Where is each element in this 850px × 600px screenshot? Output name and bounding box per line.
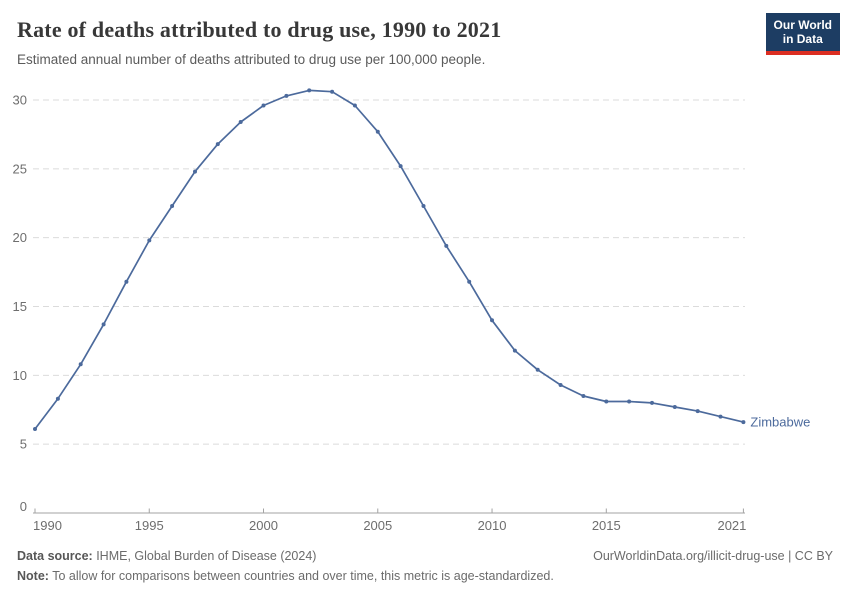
data-point bbox=[124, 279, 129, 284]
data-point bbox=[238, 120, 243, 124]
data-point bbox=[535, 367, 540, 372]
page-title: Rate of deaths attributed to drug use, 1… bbox=[17, 17, 502, 42]
x-axis-tick-label: 2015 bbox=[592, 518, 621, 533]
data-point bbox=[627, 399, 632, 404]
series-line bbox=[34, 89, 745, 430]
data-point bbox=[398, 164, 403, 169]
data-point bbox=[375, 129, 380, 134]
footer-license-link[interactable]: OurWorldinData.org/illicit-drug-use | CC… bbox=[593, 549, 833, 563]
y-axis-tick-label: 25 bbox=[13, 161, 27, 176]
y-axis-tick-label: 30 bbox=[13, 93, 27, 108]
chart-subtitle: Estimated annual number of deaths attrib… bbox=[17, 52, 486, 67]
footer-note: Note: To allow for comparisons between c… bbox=[17, 567, 833, 587]
chart-footer: Data source: IHME, Global Burden of Dise… bbox=[17, 547, 833, 586]
data-point bbox=[490, 318, 494, 323]
owid-logo[interactable]: Our World in Data bbox=[765, 13, 840, 55]
footer-note-text: To allow for comparisons between countri… bbox=[48, 568, 554, 583]
data-point bbox=[581, 394, 586, 398]
y-axis-tick-label: 0 bbox=[20, 499, 27, 514]
data-point bbox=[421, 204, 426, 208]
data-point bbox=[261, 103, 266, 108]
data-point bbox=[330, 89, 335, 94]
x-axis-tick-label: 2000 bbox=[249, 518, 278, 533]
data-point bbox=[695, 409, 700, 414]
y-axis-tick-label: 10 bbox=[13, 368, 27, 383]
footer-note-label: Note: bbox=[17, 568, 49, 583]
data-point bbox=[718, 414, 723, 419]
data-point bbox=[101, 322, 106, 327]
data-point bbox=[307, 88, 312, 93]
y-axis-tick-label: 20 bbox=[13, 230, 27, 245]
y-axis-tick-label: 15 bbox=[13, 299, 27, 314]
owid-logo-line1: Our World bbox=[773, 18, 832, 32]
data-point bbox=[352, 103, 357, 108]
data-point bbox=[741, 420, 746, 425]
y-axis-tick-label: 5 bbox=[20, 437, 27, 452]
data-source-text: IHME, Global Burden of Disease (2024) bbox=[92, 549, 317, 563]
x-axis-tick-label: 1990 bbox=[33, 518, 62, 533]
data-point bbox=[284, 93, 289, 98]
data-point bbox=[512, 348, 517, 353]
data-point bbox=[33, 427, 37, 431]
x-axis-tick-label: 2021 bbox=[717, 518, 746, 533]
data-point bbox=[558, 383, 563, 387]
data-point bbox=[604, 399, 609, 404]
data-point bbox=[444, 243, 449, 248]
x-axis-tick-label: 2005 bbox=[363, 518, 392, 533]
data-point bbox=[650, 400, 654, 405]
series-end-label: Zimbabwe bbox=[750, 415, 810, 430]
data-point bbox=[193, 169, 197, 174]
data-source: Data source: IHME, Global Burden of Dise… bbox=[17, 547, 316, 567]
data-point bbox=[467, 279, 472, 284]
data-source-label: Data source: bbox=[17, 549, 93, 563]
data-point bbox=[215, 142, 220, 147]
data-point bbox=[78, 362, 83, 367]
data-point bbox=[147, 238, 152, 243]
owid-logo-line2: in Data bbox=[782, 31, 823, 46]
chart-header: Rate of deaths attributed to drug use, 1… bbox=[0, 0, 850, 67]
data-point bbox=[55, 396, 60, 401]
data-point bbox=[672, 405, 677, 409]
data-point bbox=[170, 204, 175, 208]
x-axis-tick-label: 1995 bbox=[135, 518, 164, 533]
x-axis-tick-label: 2010 bbox=[478, 518, 507, 533]
